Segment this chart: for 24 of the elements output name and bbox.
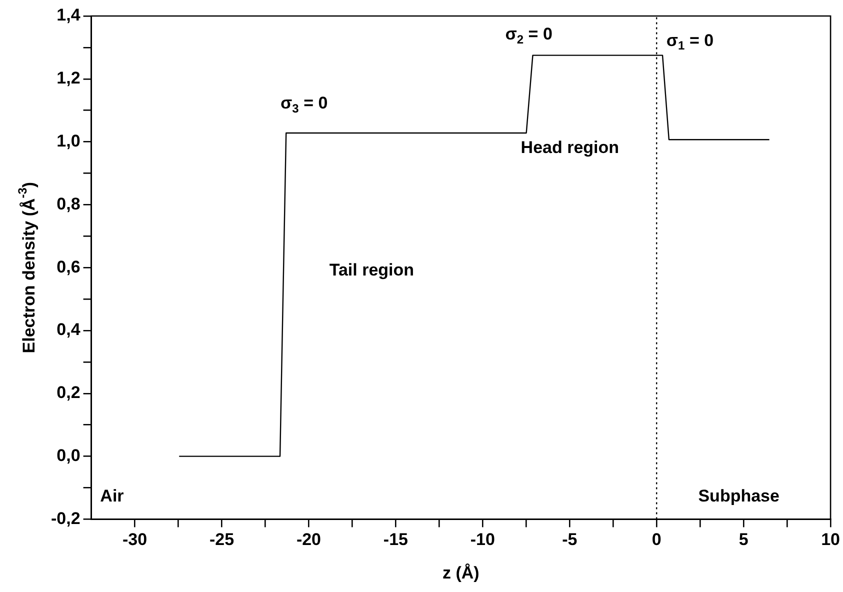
y-tick-label: 0,4	[56, 320, 81, 340]
x-tick-label: -10	[470, 530, 495, 550]
x-tick-label: 10	[821, 530, 840, 550]
x-axis-title: z (Å)	[442, 563, 480, 582]
annotation: Subphase	[698, 486, 780, 506]
x-tick-label: -5	[562, 530, 578, 550]
y-axis-title: Electron density (Å-3)	[16, 182, 39, 354]
x-tick-label: -25	[209, 530, 234, 550]
y-tick-label: 0,2	[56, 383, 80, 402]
y-tick-label: -0,2	[50, 508, 80, 528]
annotation: Air	[100, 486, 124, 506]
y-tick-label: 1,4	[56, 6, 81, 25]
y-tick-label: 0,8	[56, 194, 80, 214]
y-tick-label: 1,0	[56, 131, 80, 150]
x-tick-label: 0	[652, 530, 662, 550]
x-tick-label: -20	[296, 530, 322, 550]
annotation: Head region	[520, 138, 620, 157]
y-tick-label: 0,6	[56, 257, 80, 276]
x-tick-label: -15	[383, 530, 408, 550]
x-tick-label: 5	[738, 530, 748, 550]
annotation: Tail region	[329, 260, 414, 280]
y-tick-label: 0,0	[56, 446, 80, 465]
x-tick-label: -30	[122, 530, 148, 550]
y-tick-label: 1,2	[56, 68, 80, 88]
